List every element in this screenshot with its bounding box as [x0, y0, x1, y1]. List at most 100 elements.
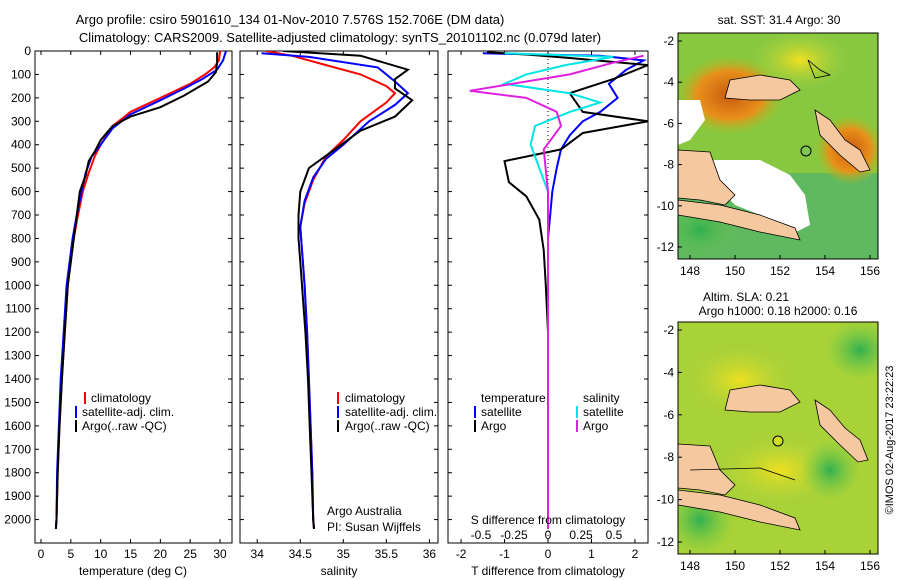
- map-y-tick-label: -4: [663, 365, 674, 379]
- map-y-tick-label: -2: [663, 323, 674, 337]
- y-tick-label: 800: [11, 231, 31, 245]
- sla-map-panel: Altim. SLA: 0.21 Argo h1000: 0.18 h2000:…: [657, 290, 881, 573]
- map-y-tick-label: -6: [663, 408, 674, 422]
- x-tick-label: 2: [632, 547, 639, 561]
- x-tick-label: 0: [38, 547, 45, 561]
- sst-map-title: sat. SST: 31.4 Argo: 30: [718, 13, 841, 27]
- sla-map-image: [678, 322, 878, 554]
- y-tick-label: 900: [11, 255, 31, 269]
- top-tick-label: 0.25: [569, 528, 593, 542]
- x-tick-label: 15: [124, 547, 138, 561]
- x-tick-label: 36: [423, 547, 437, 561]
- difference-panel: -2 -1 0 1 2 temperature salinity satellite A…: [447, 50, 649, 578]
- difference-top-x-label: S difference from climatology: [471, 513, 626, 527]
- map-x-tick-label: 154: [815, 264, 835, 278]
- y-tick-label: 600: [11, 185, 31, 199]
- map-x-tick-label: 156: [860, 264, 880, 278]
- legend-label-climatology: climatology: [345, 391, 405, 405]
- legend-label-t-argo: Argo: [481, 419, 507, 433]
- series-line-3: [469, 54, 644, 529]
- map-y-tick-label: -8: [663, 158, 674, 172]
- map-x-tick-label: 154: [815, 559, 835, 573]
- sla-map-title-line1: Altim. SLA: 0.21: [703, 290, 789, 304]
- map-y-tick-label: -10: [657, 199, 675, 213]
- legend-label-satellite: satellite-adj. clim.: [82, 405, 174, 419]
- legend-label-argo: Argo(..raw -QC): [82, 419, 167, 433]
- map-y-tick-label: -8: [663, 450, 674, 464]
- map-x-tick-label: 156: [860, 559, 880, 573]
- series-line-1: [487, 51, 648, 529]
- x-tick-label: 25: [184, 547, 198, 561]
- salinity-ticks: [240, 50, 438, 521]
- top-tick-label: 0.5: [606, 528, 623, 542]
- series-line-2: [282, 51, 414, 529]
- x-tick-label: -2: [456, 547, 467, 561]
- y-tick-label: 300: [11, 114, 31, 128]
- map-x-tick-label: 152: [770, 264, 790, 278]
- top-tick-label: -0.25: [500, 528, 528, 542]
- difference-x-label: T difference from climatology: [471, 564, 625, 578]
- series-line-1: [261, 52, 410, 529]
- y-tick-label: 100: [11, 67, 31, 81]
- legend-label-argo: Argo(..raw -QC): [345, 419, 430, 433]
- imos-credit: ©IMOS 02-Aug-2017 23:22:23: [884, 366, 896, 515]
- y-tick-label: 2000: [4, 513, 31, 527]
- legend-label-climatology: climatology: [91, 391, 151, 405]
- y-tick-label: 200: [11, 91, 31, 105]
- salinity-lines: [261, 51, 414, 529]
- series-line-0: [265, 51, 397, 529]
- temperature-axes-frame: [34, 50, 233, 544]
- temperature-panel: 0100200300400500600700800900100011001200…: [4, 44, 233, 578]
- x-tick-label: 35.5: [375, 547, 399, 561]
- legend-label-t-satellite: satellite: [481, 405, 522, 419]
- x-tick-label: 1: [588, 547, 595, 561]
- panel-credit-line2: PI: Susan Wijffels: [327, 520, 421, 534]
- map-x-tick-label: 148: [680, 559, 700, 573]
- map-x-tick-label: 148: [680, 264, 700, 278]
- y-tick-label: 1000: [4, 278, 31, 292]
- difference-y-ticks: [448, 50, 648, 521]
- series-line-0: [482, 52, 648, 529]
- x-tick-label: -1: [499, 547, 510, 561]
- difference-lines: [469, 51, 648, 529]
- map-y-tick-label: -10: [657, 493, 675, 507]
- salinity-panel: 34 34.5 35 35.5 36 climatology satellite-adj…: [239, 50, 439, 578]
- salinity-x-ticks: 34 34.5 35 35.5 36: [251, 51, 437, 561]
- sst-map-panel: sat. SST: 31.4 Argo: 30: [657, 13, 881, 278]
- panel-credit-line1: Argo Australia: [327, 504, 402, 518]
- x-tick-label: 34: [251, 547, 265, 561]
- salinity-axes-frame: [239, 50, 439, 544]
- legend-label-s-argo: Argo: [583, 419, 609, 433]
- figure-title-line2: Climatology: CARS2009. Satellite-adjuste…: [79, 30, 601, 45]
- map-y-tick-label: -6: [663, 116, 674, 130]
- temperature-y-ticks: 0 100 200 300 400 500 600 700 800 900 1000 1100 1200…: [4, 44, 232, 527]
- temperature-x-label: temperature (deg C): [79, 564, 187, 578]
- temperature-legend: climatology satellite-adj. clim. Argo(..…: [75, 391, 174, 433]
- sla-map-ticks: 148 150 152 154 156 -2 -4 -6 -8 -10 -12: [657, 323, 881, 573]
- y-tick-label: 1600: [4, 419, 31, 433]
- series-line-1: [54, 51, 227, 529]
- series-line-2: [500, 52, 614, 529]
- sst-map-image: [678, 33, 878, 259]
- legend-title-temperature: temperature: [481, 391, 546, 405]
- map-y-tick-label: -4: [663, 75, 674, 89]
- map-x-tick-label: 152: [770, 559, 790, 573]
- y-tick-label: 1100: [5, 302, 31, 316]
- salinity-legend: climatology satellite-adj. clim. Argo(..…: [337, 391, 437, 433]
- x-tick-label: 20: [154, 547, 168, 561]
- sst-map-ticks: 148 150 152 154 156 -2 -4 -6 -8 -10 -12: [657, 34, 881, 278]
- sst-map-frame: [677, 32, 879, 260]
- y-tick-label: 1300: [4, 349, 31, 363]
- map-x-tick-label: 150: [725, 264, 745, 278]
- series-line-2: [54, 52, 219, 529]
- y-tick-label: 1200: [4, 325, 31, 339]
- x-tick-label: 5: [67, 547, 74, 561]
- x-tick-label: 10: [94, 547, 108, 561]
- map-y-tick-label: -2: [663, 34, 674, 48]
- argo-float-marker: [772, 435, 784, 447]
- salinity-x-label: salinity: [321, 564, 358, 578]
- map-x-tick-label: 150: [725, 559, 745, 573]
- x-tick-label: 34.5: [289, 547, 313, 561]
- series-line-0: [54, 51, 222, 529]
- legend-title-salinity: salinity: [583, 391, 620, 405]
